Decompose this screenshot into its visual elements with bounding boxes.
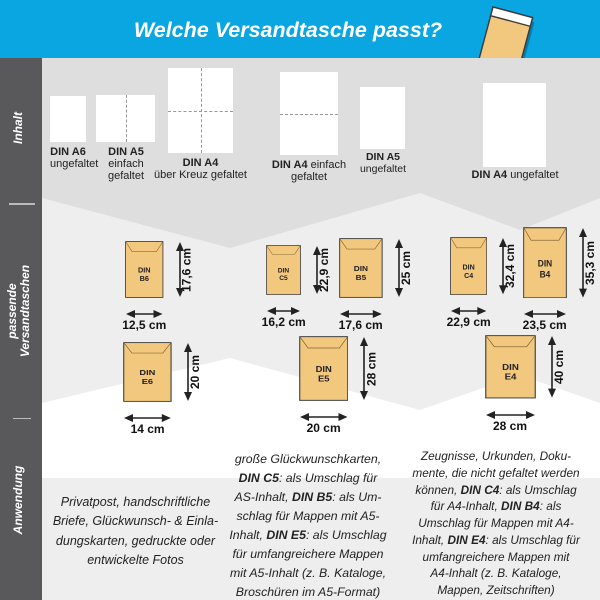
svg-text:C5: C5 [279,275,288,282]
svg-text:B6: B6 [140,274,149,283]
svg-text:DIN: DIN [502,363,519,372]
svg-text:DIN: DIN [316,365,332,374]
svg-text:DIN: DIN [537,258,551,268]
svg-text:E4: E4 [504,373,516,382]
svg-text:DIN: DIN [278,268,290,275]
svg-text:DIN: DIN [463,262,475,271]
svg-text:DIN: DIN [138,266,151,275]
svg-text:E5: E5 [318,374,330,383]
svg-text:B5: B5 [355,273,366,282]
svg-text:DIN: DIN [354,264,369,273]
svg-text:C4: C4 [464,270,473,279]
svg-text:DIN: DIN [140,368,156,377]
svg-text:B4: B4 [539,269,550,279]
svg-text:E6: E6 [142,377,154,386]
